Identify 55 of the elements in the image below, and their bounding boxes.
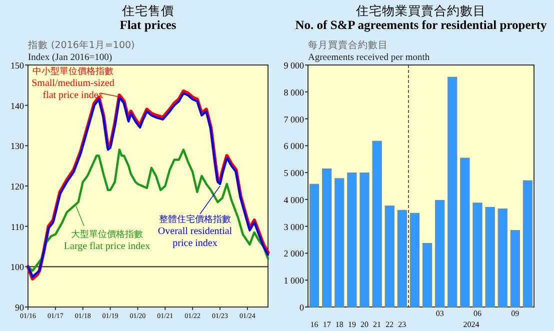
bar [510,230,520,308]
bar [309,184,320,308]
y-tick-label: 2 000 [284,248,304,259]
bar [397,210,407,308]
x-tick-label: 17 [322,320,331,329]
y-tick-label: 3 000 [284,222,304,232]
y-axis-title: 指數 (2016年1月=100) Index (Jan 2016=100) [27,39,135,63]
x-tick-label: 21 [373,320,382,329]
chart-title: 住宅售價 Flat prices [120,3,176,32]
y-tick-label: 6 000 [284,141,304,152]
bar [472,202,482,308]
legend-label: 大型單位價格指數 Large flat price index [64,229,150,252]
y-tick-label: 110 [10,222,24,232]
x-tick-label: 03 [436,309,444,318]
x-tick-label: 22 [386,320,394,329]
y-axis-title: 每月買賣合約數目 Agreements received per month [308,39,430,63]
bar [372,140,382,308]
series-label: 中小型單位價格指數 Small/medium-sized flat price index [32,66,114,101]
bar [384,206,394,308]
line-series [26,148,270,272]
bar [422,242,432,308]
bar [347,172,357,308]
x-tick-label: 09 [511,309,520,318]
y-tick-label: 4 000 [284,194,304,205]
y-tick-label: 7 000 [284,114,304,124]
bar [485,206,495,308]
bar [334,178,344,308]
bar [360,172,370,308]
y-tick-label: 9 000 [284,60,304,70]
bar [448,76,458,308]
x-tick-label: 23 [398,320,406,329]
bar [410,212,420,308]
y-tick-label: 100 [10,262,24,272]
bar [460,158,470,308]
y-tick-label: 1 000 [284,276,304,286]
x-tick-label: 20 [360,320,368,329]
bar [435,200,445,308]
y-tick-label: 5 000 [284,168,304,178]
x-tick-label: 18 [335,320,344,329]
bar [498,208,508,308]
y-tick-label: 150 [10,60,24,70]
bar [522,180,533,308]
chart-title: 住宅物業買賣合約數目 No. of S&P agreements for residential property [295,3,548,32]
y-tick-label: 8 000 [284,87,304,98]
y-tick-label: 140 [10,100,24,111]
y-tick-label: 120 [10,182,24,192]
x-tick-label: 19 [348,320,356,329]
x-tick-label: 06 [474,309,482,318]
series-label: 整體住宅價格指數 Overall residential price index [158,214,232,249]
y-tick-label: 130 [10,141,24,152]
text: 2024 [463,320,480,329]
bar [322,168,332,308]
x-tick-label: 16 [310,320,318,329]
y-tick-label: 0 [300,302,304,312]
y-tick-label: 90 [15,302,24,312]
